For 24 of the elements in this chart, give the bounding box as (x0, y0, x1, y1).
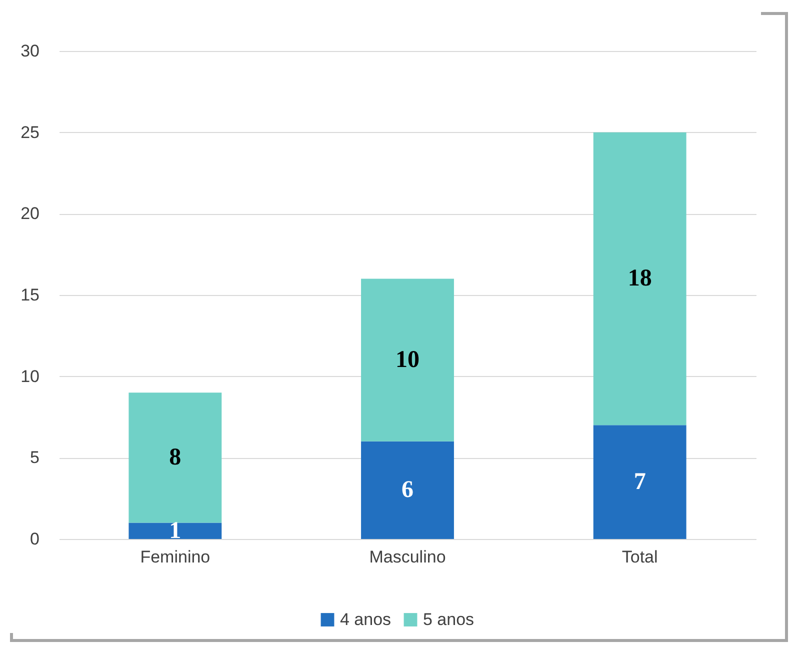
data-label: 8 (169, 444, 182, 471)
bar (593, 425, 686, 539)
legend-label: 5 anos (423, 610, 474, 629)
data-label: 1 (169, 518, 182, 544)
y-tick-label: 10 (20, 366, 40, 386)
y-tick-label: 30 (20, 42, 40, 60)
y-tick-label: 20 (20, 204, 40, 224)
y-tick-label: 25 (20, 122, 40, 142)
y-tick-label: 0 (30, 530, 40, 548)
x-tick-label: Feminino (140, 548, 210, 566)
bar (361, 278, 454, 442)
y-tick-label: 15 (20, 286, 40, 304)
bar (593, 132, 686, 426)
bar (361, 441, 454, 539)
data-label: 10 (396, 347, 420, 374)
legend-label: 4 anos (340, 610, 392, 629)
data-label: 6 (402, 477, 414, 504)
bar (128, 392, 222, 523)
data-label: 7 (634, 469, 646, 496)
bar (128, 522, 222, 539)
data-label: 18 (628, 266, 652, 292)
x-tick-label: Masculino (369, 548, 446, 566)
x-tick-label: Total (622, 548, 658, 566)
y-tick-label: 5 (30, 448, 40, 468)
